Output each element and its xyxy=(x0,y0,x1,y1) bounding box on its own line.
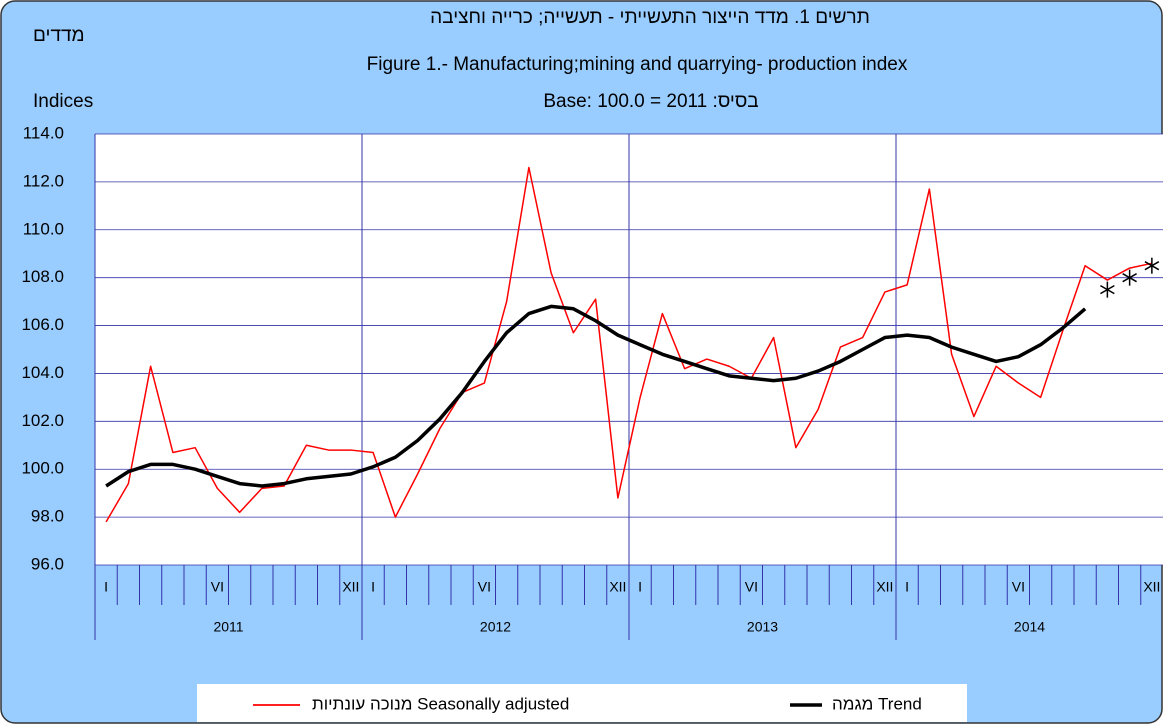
x-tick-label: XII xyxy=(876,579,893,595)
series-line xyxy=(105,166,1153,523)
x-tick-label: I xyxy=(371,579,375,595)
x-tick-label: VI xyxy=(1012,579,1025,595)
y-axis-label: מדדים xyxy=(33,25,85,46)
x-tick-label: XII xyxy=(609,579,626,595)
star-marker xyxy=(1122,269,1137,286)
x-tick-label: VI xyxy=(478,579,491,595)
legend-label: מנוכה עונתיות Seasonally adjusted xyxy=(312,694,569,713)
y-tick-label: 96.0 xyxy=(31,554,64,573)
x-tick-label: I xyxy=(638,579,642,595)
y-tick-label: 106.0 xyxy=(21,315,64,334)
x-tick-label: XII xyxy=(1143,579,1160,595)
chart-subtitle: Figure 1.- Manufacturing;mining and quar… xyxy=(367,54,908,75)
y-tick-label: 100.0 xyxy=(21,459,64,478)
y-tick-label: 98.0 xyxy=(31,507,64,526)
legend-label: מגמה Trend xyxy=(832,694,922,713)
year-label: 2014 xyxy=(1014,619,1045,635)
x-tick-label: VI xyxy=(745,579,758,595)
y-tick-label: 110.0 xyxy=(23,219,64,238)
base-note: Base: 100.0 = 2011 :בסיס xyxy=(543,91,758,112)
year-label: 2012 xyxy=(480,619,511,635)
legend xyxy=(197,684,967,722)
x-tick-label: I xyxy=(104,579,108,595)
y-tick-label: 114.0 xyxy=(23,123,64,142)
year-label: 2011 xyxy=(213,619,243,635)
star-marker xyxy=(1100,281,1115,298)
y-axis-label: Indices xyxy=(33,91,93,112)
series-line xyxy=(105,304,1087,488)
chart-title: תרשים 1. מדד הייצור התעשייתי - תעשייה; כ… xyxy=(430,7,870,28)
x-tick-label: VI xyxy=(211,579,224,595)
star-marker xyxy=(1144,257,1160,274)
y-tick-label: 104.0 xyxy=(21,363,64,382)
year-label: 2013 xyxy=(747,619,778,635)
x-tick-label: I xyxy=(905,579,909,595)
x-tick-label: XII xyxy=(342,579,359,595)
y-tick-label: 112.0 xyxy=(23,171,64,190)
y-tick-label: 102.0 xyxy=(21,411,64,430)
y-tick-label: 108.0 xyxy=(21,267,64,286)
